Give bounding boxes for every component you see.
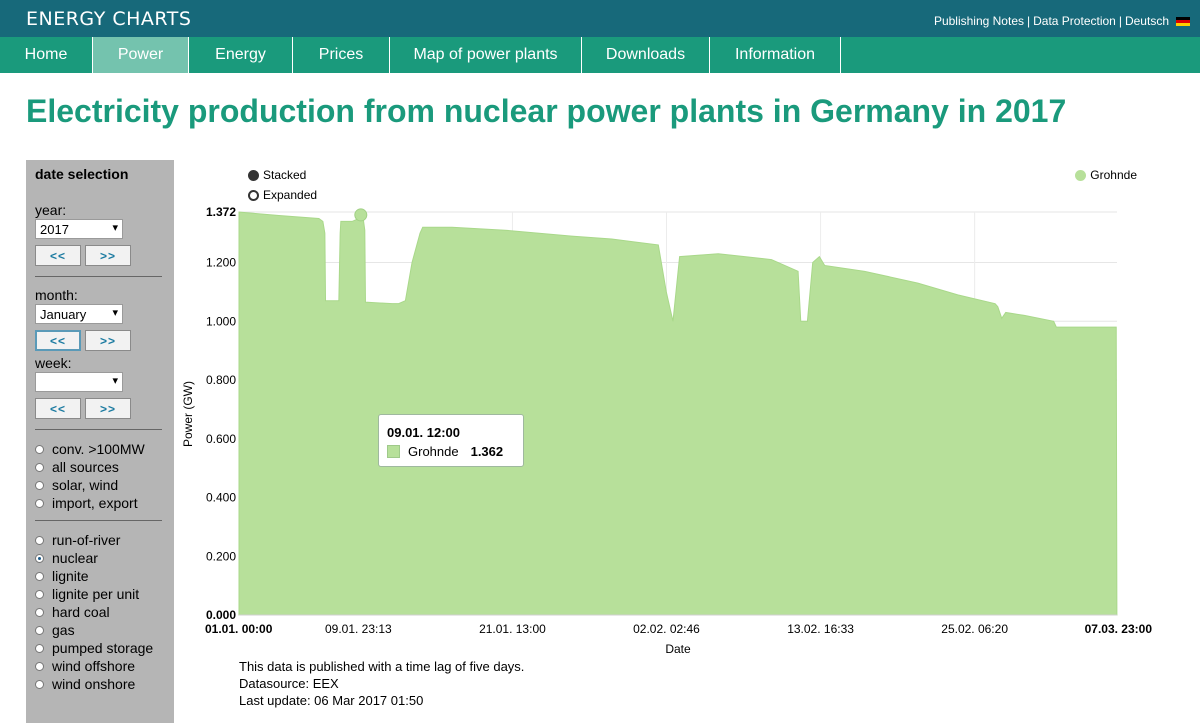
radio-option-g1-2[interactable]: solar, wind <box>35 476 174 494</box>
week-prev-button[interactable]: << <box>35 398 81 419</box>
stacked-radio-icon <box>248 169 259 181</box>
tooltip-swatch <box>387 445 400 458</box>
tooltip-date: 09.01. 12:00 <box>387 425 461 440</box>
radio-label: lignite per unit <box>52 586 140 602</box>
divider <box>35 276 162 277</box>
tab-energy[interactable]: Energy <box>189 37 293 73</box>
stacked-label: Stacked <box>263 168 307 182</box>
radio-label: run-of-river <box>52 532 121 548</box>
radio-option-g2-7[interactable]: wind offshore <box>35 657 174 675</box>
divider <box>35 520 162 521</box>
divider <box>35 429 162 430</box>
radio-dot-icon[interactable] <box>35 462 44 472</box>
expanded-label: Expanded <box>263 188 318 202</box>
radio-label: gas <box>52 622 75 638</box>
expanded-option[interactable]: Expanded <box>248 188 317 202</box>
week-next-button[interactable]: >> <box>85 398 131 419</box>
source-group-radio-list: conv. >100MW all sources solar, wind import… <box>35 440 174 512</box>
radio-label: all sources <box>52 459 119 475</box>
radio-option-g1-0[interactable]: conv. >100MW <box>35 440 174 458</box>
year-label: year: <box>35 202 67 218</box>
radio-option-g1-3[interactable]: import, export <box>35 494 174 512</box>
radio-option-g2-5[interactable]: gas <box>35 621 174 639</box>
tooltip-value: 1.362 <box>470 444 504 459</box>
year-select-value: 2017 <box>40 222 69 237</box>
chart-tooltip: 09.01. 12:00 Grohnde 1.362 <box>378 414 524 467</box>
radio-label: hard coal <box>52 604 110 620</box>
panel-heading: date selection <box>35 166 129 182</box>
month-prev-button[interactable]: << <box>35 330 81 351</box>
radio-dot-icon[interactable] <box>35 498 44 508</box>
radio-dot-icon[interactable] <box>35 607 44 617</box>
main-nav: Home Power Energy Prices Map of power pl… <box>0 37 1200 73</box>
radio-label: conv. >100MW <box>52 441 145 457</box>
month-label: month: <box>35 287 78 303</box>
radio-option-g2-3[interactable]: lignite per unit <box>35 585 174 603</box>
tooltip-series: Grohnde <box>408 444 459 459</box>
radio-dot-icon[interactable] <box>35 625 44 635</box>
radio-dot-icon[interactable] <box>35 571 44 581</box>
radio-label: solar, wind <box>52 477 119 493</box>
radio-label: pumped storage <box>52 640 154 656</box>
radio-option-g2-4[interactable]: hard coal <box>35 603 174 621</box>
radio-option-g2-6[interactable]: pumped storage <box>35 639 174 657</box>
tab-home[interactable]: Home <box>0 37 93 73</box>
year-select[interactable]: 2017 <box>35 219 123 239</box>
top-links: Publishing Notes | Data Protection | Deu… <box>934 14 1190 28</box>
tab-power[interactable]: Power <box>93 37 189 73</box>
radio-dot-icon[interactable] <box>35 661 44 671</box>
date-selection-panel: date selection year: 2017 << >> month: J… <box>26 160 174 723</box>
chart-area: Stacked Expanded Grohnde <box>175 160 1200 705</box>
top-bar: ENERGY CHARTS Publishing Notes | Data Pr… <box>0 0 1200 37</box>
link-separator: | <box>1118 14 1122 28</box>
radio-dot-icon[interactable] <box>35 553 44 563</box>
radio-option-g2-1[interactable]: nuclear <box>35 549 174 567</box>
year-prev-button[interactable]: << <box>35 245 81 266</box>
radio-label: import, export <box>52 495 138 511</box>
radio-label: wind offshore <box>52 658 136 674</box>
radio-dot-icon[interactable] <box>35 480 44 490</box>
legend-item-grohnde[interactable]: Grohnde <box>1075 168 1137 182</box>
radio-option-g1-1[interactable]: all sources <box>35 458 174 476</box>
language-link[interactable]: Deutsch <box>1124 14 1169 28</box>
page-title: Electricity production from nuclear powe… <box>26 93 1067 129</box>
radio-label: nuclear <box>52 550 98 566</box>
stacked-option[interactable]: Stacked <box>248 168 306 182</box>
brand-logo[interactable]: ENERGY CHARTS <box>26 8 192 30</box>
footer-datasource: Datasource: EEX <box>239 676 339 691</box>
week-label: week: <box>35 355 72 371</box>
link-separator: | <box>1027 14 1031 28</box>
tab-map-of-power-plants[interactable]: Map of power plants <box>390 37 582 73</box>
publishing-notes-link[interactable]: Publishing Notes <box>933 14 1024 28</box>
radio-option-g2-0[interactable]: run-of-river <box>35 531 174 549</box>
tab-downloads[interactable]: Downloads <box>582 37 710 73</box>
radio-dot-icon[interactable] <box>35 643 44 653</box>
radio-option-g2-8[interactable]: wind onshore <box>35 675 174 693</box>
expanded-radio-icon <box>248 189 259 201</box>
radio-dot-icon[interactable] <box>35 679 44 689</box>
month-next-button[interactable]: >> <box>85 330 131 351</box>
legend-label: Grohnde <box>1090 168 1137 182</box>
footer-last-update: Last update: 06 Mar 2017 01:50 <box>239 693 424 708</box>
footer-lag-note: This data is published with a time lag o… <box>239 659 525 674</box>
radio-dot-icon[interactable] <box>35 589 44 599</box>
week-select[interactable] <box>35 372 123 392</box>
tab-information[interactable]: Information <box>710 37 841 73</box>
month-select-value: January <box>40 307 87 322</box>
year-next-button[interactable]: >> <box>85 245 131 266</box>
german-flag-icon[interactable] <box>1176 16 1190 26</box>
radio-label: wind onshore <box>52 676 136 692</box>
tab-prices[interactable]: Prices <box>293 37 390 73</box>
radio-dot-icon[interactable] <box>35 444 44 454</box>
data-protection-link[interactable]: Data Protection <box>1033 14 1116 28</box>
chart-footer: This data is published with a time lag o… <box>239 658 524 709</box>
radio-dot-icon[interactable] <box>35 535 44 545</box>
legend-swatch <box>1075 169 1087 181</box>
energy-type-radio-list: run-of-river nuclear lignite lignite per un… <box>35 531 174 693</box>
month-select[interactable]: January <box>35 304 123 324</box>
radio-label: lignite <box>52 568 89 584</box>
radio-option-g2-2[interactable]: lignite <box>35 567 174 585</box>
